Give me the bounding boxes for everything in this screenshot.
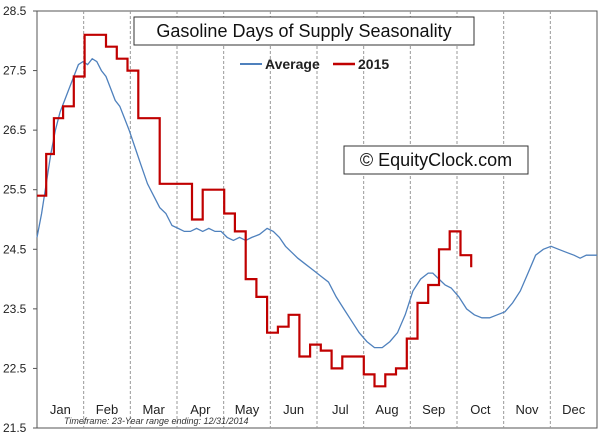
- y-tick-label: 28.5: [3, 4, 27, 18]
- legend: Average 2015: [240, 56, 389, 72]
- x-tick-label: Jul: [332, 402, 349, 417]
- legend-label-2015: 2015: [358, 56, 389, 72]
- x-tick-label: Aug: [375, 402, 398, 417]
- copyright-box: © EquityClock.com: [343, 145, 529, 175]
- series-line-average: [36, 57, 597, 349]
- y-tick-label: 24.5: [3, 242, 27, 256]
- x-tick-label: Nov: [515, 402, 539, 417]
- x-tick-label: Mar: [142, 402, 165, 417]
- copyright-label: © EquityClock.com: [360, 150, 512, 170]
- y-axis-tick-labels: 21.5 22.5 23.5 24.5 25.5 26.5 27.5 28.5: [3, 4, 37, 435]
- legend-label-average: Average: [265, 56, 320, 72]
- y-tick-label: 25.5: [3, 183, 27, 197]
- title-frame: [133, 16, 475, 46]
- x-tick-label: Feb: [96, 402, 118, 417]
- x-tick-label: May: [235, 402, 260, 417]
- title-box: Gasoline Days of Supply Seasonality: [133, 16, 475, 46]
- y-tick-label: 21.5: [3, 421, 27, 435]
- x-tick-label: Jun: [283, 402, 304, 417]
- chart-title: Gasoline Days of Supply Seasonality: [156, 21, 451, 41]
- x-tick-label: Apr: [190, 402, 211, 417]
- footnote: Timeframe: 23-Year range ending: 12/31/2…: [64, 416, 249, 426]
- x-tick-label: Oct: [470, 402, 491, 417]
- y-tick-label: 23.5: [3, 302, 27, 316]
- x-tick-label: Jan: [50, 402, 71, 417]
- series-lines: [36, 33, 597, 388]
- copyright-frame: [343, 145, 529, 175]
- x-axis-month-labels: Jan Feb Mar Apr May Jun Jul Aug Sep Oct Nov Dec: [50, 402, 586, 417]
- y-tick-label: 26.5: [3, 123, 27, 137]
- y-tick-label: 22.5: [3, 361, 27, 375]
- x-tick-label: Sep: [422, 402, 445, 417]
- x-tick-label: Dec: [562, 402, 586, 417]
- y-tick-label: 27.5: [3, 64, 27, 78]
- series-line-2015: [37, 33, 473, 388]
